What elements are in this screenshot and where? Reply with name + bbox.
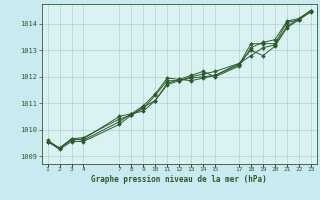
X-axis label: Graphe pression niveau de la mer (hPa): Graphe pression niveau de la mer (hPa): [91, 175, 267, 184]
